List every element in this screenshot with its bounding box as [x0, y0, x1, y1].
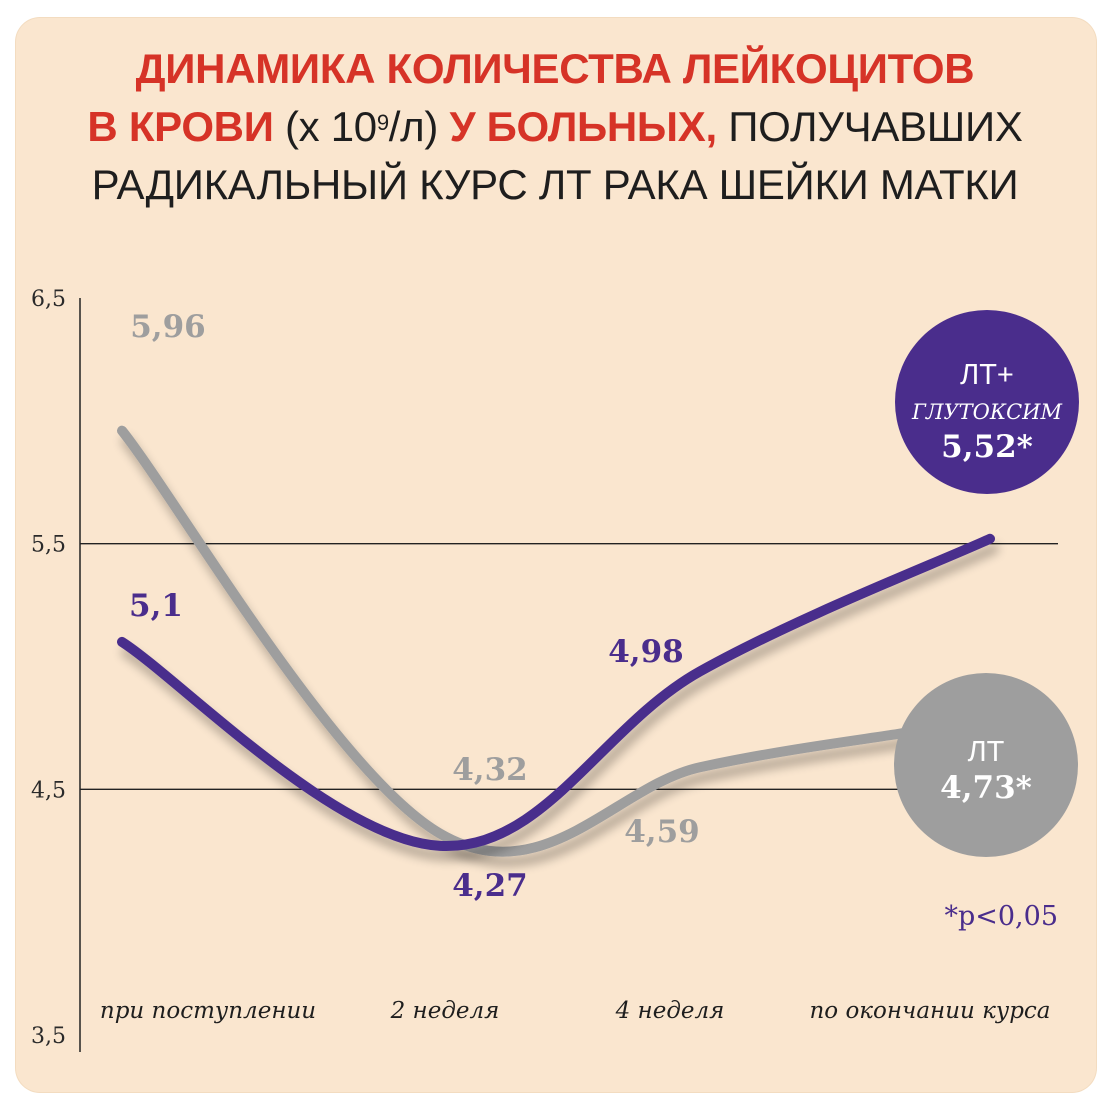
series-line-lt	[117, 425, 910, 857]
bubble-lt-glutoxim	[895, 310, 1079, 494]
title-line-3: РАДИКАЛЬНЫЙ КУРС ЛТ РАКА ШЕЙКИ МАТКИ	[60, 156, 1050, 214]
x-category-label: 2 неделя	[390, 998, 500, 1024]
title-unit-sup: 9	[376, 110, 389, 135]
title-line-2-red: В КРОВИ	[87, 103, 274, 150]
series-line-lt-glutoxim	[117, 533, 995, 851]
title-line-1: ДИНАМИКА КОЛИЧЕСТВА ЛЕЙКОЦИТОВ	[60, 40, 1050, 98]
data-label-lt-glutoxim: 4,98	[608, 634, 684, 670]
axes: 3,5 4,5 5,5 6,5 при поступлении 2 неделя 4 нед…	[31, 287, 1058, 1052]
legend-bubbles: ЛТ+ ГЛУТОКСИМ 5,52* ЛТ4,73* *p<0,05	[894, 310, 1079, 932]
data-label-lt: 4,59	[624, 814, 700, 850]
title-line-2-plain: ПОЛУЧАВШИХ	[728, 103, 1023, 150]
title-unit-pre: (х 10	[284, 103, 377, 150]
x-category-label: по окончании курса	[809, 998, 1050, 1024]
y-tick-label: 4,5	[31, 778, 66, 803]
bubble-lt-line1: ЛТ	[968, 736, 1005, 768]
y-tick-label: 3,5	[31, 1024, 66, 1049]
y-tick-label: 6,5	[31, 287, 66, 312]
chart-title: ДИНАМИКА КОЛИЧЕСТВА ЛЕЙКОЦИТОВ В КРОВИ (…	[60, 40, 1050, 214]
x-category-label: 4 неделя	[615, 998, 725, 1024]
bubble-lt-glutoxim-value: 5,52*	[941, 429, 1033, 465]
title-line-2-red2: У БОЛЬНЫХ,	[449, 103, 717, 150]
bubble-lt-value: 4,73*	[940, 770, 1032, 806]
y-tick-label: 5,5	[31, 533, 66, 558]
chart-card	[16, 18, 1096, 1092]
title-unit: (х 109/л)	[285, 103, 438, 150]
data-label-lt: 5,96	[130, 309, 206, 345]
data-labels: 5,1 5,96 4,27 4,32 4,98 4,59	[129, 309, 700, 904]
data-label-lt: 4,32	[452, 752, 528, 788]
series-lines	[117, 425, 995, 857]
title-line-2: В КРОВИ (х 109/л) У БОЛЬНЫХ, ПОЛУЧАВШИХ	[60, 98, 1050, 156]
significance-footnote: *p<0,05	[944, 901, 1058, 932]
title-line-1-text: ДИНАМИКА КОЛИЧЕСТВА ЛЕЙКОЦИТОВ	[135, 45, 975, 92]
data-label-lt-glutoxim: 4,27	[452, 868, 528, 904]
title-line-3-text: РАДИКАЛЬНЫЙ КУРС ЛТ РАКА ШЕЙКИ МАТКИ	[91, 161, 1019, 208]
data-label-lt-glutoxim: 5,1	[129, 588, 183, 624]
title-unit-post: /л)	[388, 103, 439, 150]
bubble-lt-glutoxim-line1: ЛТ+	[960, 359, 1014, 391]
bubble-lt	[894, 673, 1078, 857]
bubble-lt-glutoxim-line2: ГЛУТОКСИМ	[911, 400, 1062, 424]
x-category-label: при поступлении	[100, 998, 316, 1024]
